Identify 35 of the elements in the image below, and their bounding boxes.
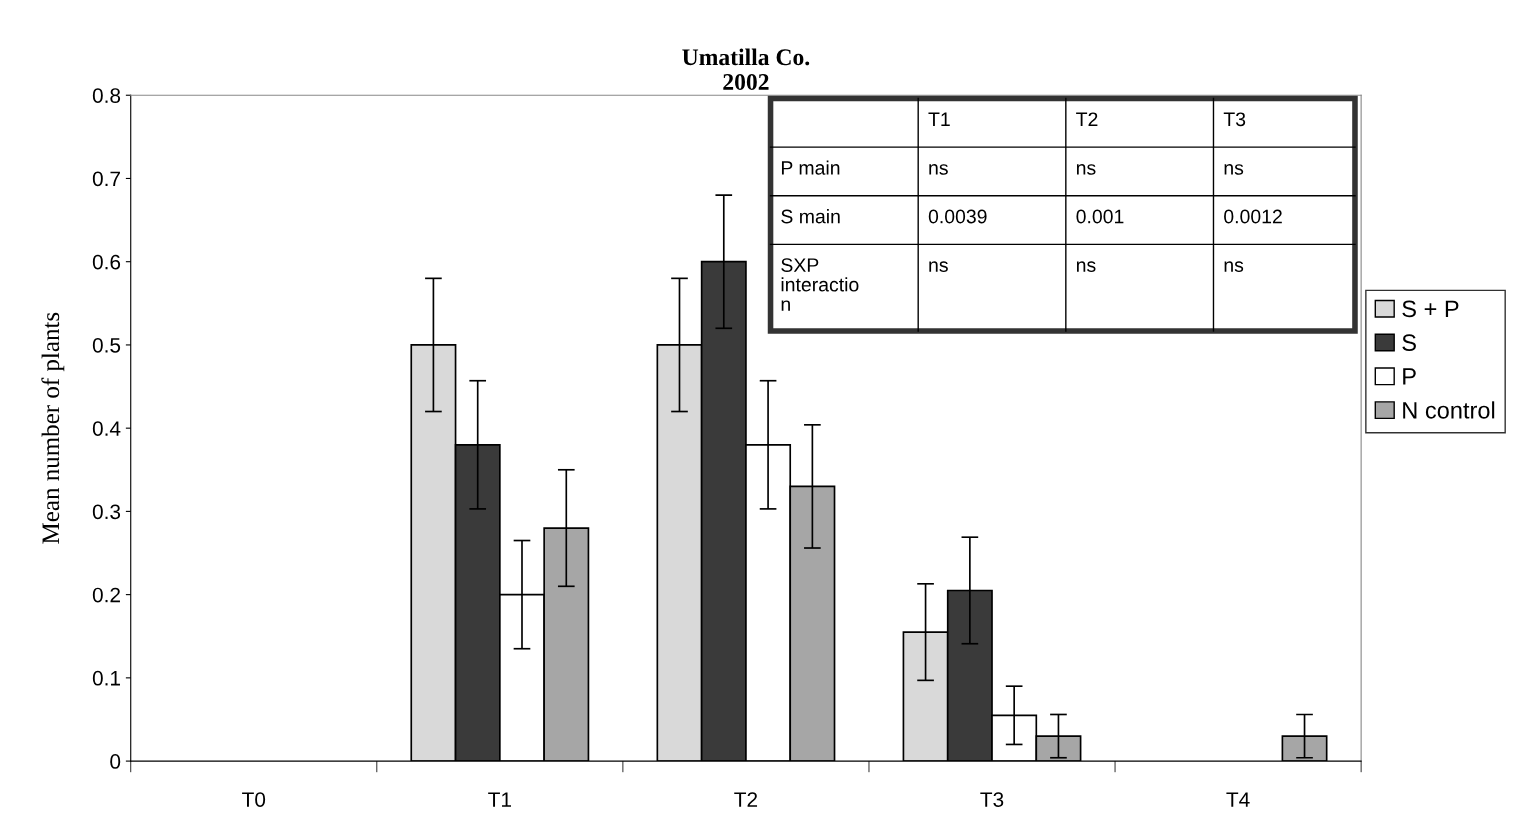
annotation: ns [1224, 261, 1244, 272]
y-axis-title: Mean number of plants [41, 312, 65, 544]
legend-label: N control [1403, 401, 1495, 419]
annotation: ns [929, 261, 948, 272]
x-tick-label: T0 [242, 792, 266, 807]
annotation: S main [781, 209, 840, 224]
y-tick-label: 0.2 [92, 587, 120, 603]
y-tick-label: 0.4 [92, 421, 121, 436]
annotation: ns [1224, 164, 1244, 175]
annotation: 0.0012 [1224, 209, 1282, 224]
annotation: 0.001 [1076, 209, 1124, 224]
legend-label: S [1402, 334, 1416, 352]
annotation: SXP interactio n [781, 258, 859, 311]
y-tick-label: 0.8 [92, 88, 121, 103]
annotation: 0.0039 [928, 209, 987, 224]
legend-label: S + P [1402, 300, 1459, 318]
annotation: ns [929, 164, 948, 175]
y-tick-label: 0.5 [92, 337, 121, 353]
y-tick-label: 0.7 [92, 171, 120, 187]
annotation: T2 [1076, 112, 1098, 126]
x-tick-label: T4 [1226, 792, 1250, 807]
annotation: T3 [1223, 112, 1246, 127]
chart-title: Umatilla Co. 2002 [682, 48, 810, 90]
y-tick-label: 0.6 [92, 254, 121, 270]
legend-label: P [1403, 368, 1416, 385]
annotation: ns [1076, 164, 1096, 175]
y-tick-label: 0 [110, 754, 121, 769]
annotation: ns [1076, 261, 1096, 272]
annotation: P main [781, 160, 840, 175]
annotation: T1 [928, 112, 950, 126]
x-tick-label: T2 [734, 792, 758, 807]
x-tick-label: T3 [980, 792, 1004, 807]
y-tick-label: 0.1 [92, 670, 120, 686]
y-tick-label: 0.3 [92, 504, 121, 520]
x-tick-label: T1 [488, 792, 511, 807]
